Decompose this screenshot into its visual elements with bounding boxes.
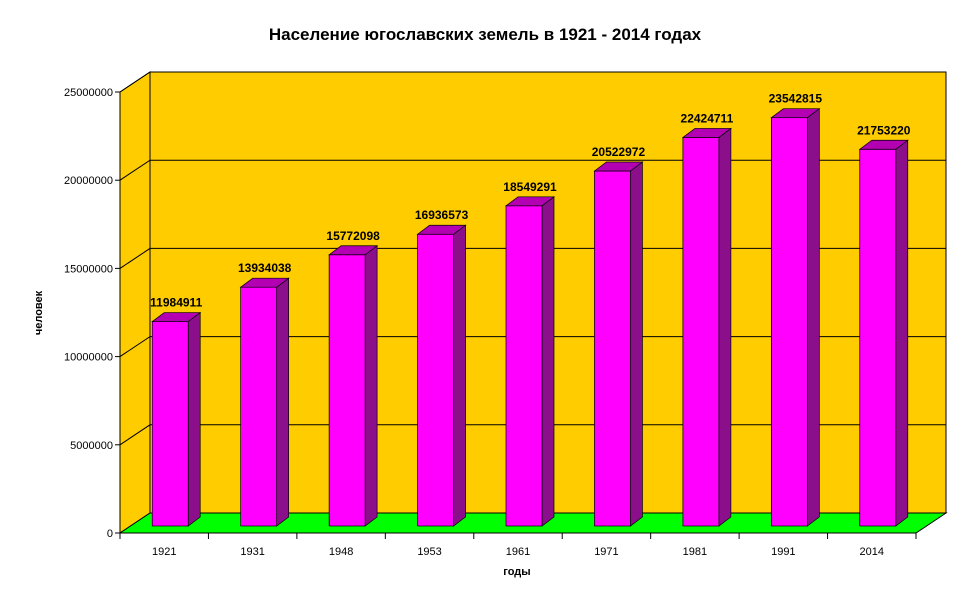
bar-front xyxy=(417,233,454,527)
bar-1981 xyxy=(681,127,732,527)
data-label-1953: 16936573 xyxy=(415,208,469,222)
x-tick-label: 1921 xyxy=(152,546,176,558)
data-label-1948: 15772098 xyxy=(326,229,380,243)
bar-side xyxy=(276,277,290,527)
x-tick-label: 2014 xyxy=(860,546,884,558)
bar-1948 xyxy=(328,245,379,527)
bar-top xyxy=(593,161,644,172)
chart-title: Население югославских земель в 1921 - 20… xyxy=(269,25,702,44)
bar-top xyxy=(858,139,909,150)
x-tick-label: 1948 xyxy=(329,546,353,558)
x-tick-labels: 1921 1931 1948 1953 1961 1971 1981 1991 2014 xyxy=(119,533,917,558)
data-label-1921: 11984911 xyxy=(150,296,202,310)
bar-1921 xyxy=(151,311,202,527)
gridlines xyxy=(119,71,946,446)
y-tick-label: 25000000 xyxy=(64,87,113,99)
bar-side xyxy=(453,224,466,527)
data-label-2014: 21753220 xyxy=(857,123,911,137)
data-labels: 11984911 13934038 15772098 16936573 18549291… xyxy=(150,92,911,310)
bar-front xyxy=(682,137,720,527)
data-label-1991: 23542815 xyxy=(769,92,823,106)
data-label-1961: 18549291 xyxy=(503,180,557,194)
gridline-15000000 xyxy=(119,247,946,269)
x-tick-label: 1961 xyxy=(506,546,530,558)
bar-front xyxy=(859,148,897,527)
x-axis-label: годы xyxy=(503,566,530,578)
axes xyxy=(119,92,916,534)
bar-1953 xyxy=(416,224,467,527)
x-tick-label: 1971 xyxy=(594,546,618,558)
bar-1931 xyxy=(239,277,290,527)
bar-top xyxy=(328,245,379,256)
bar-side xyxy=(718,127,732,527)
y-tick-label: 20000000 xyxy=(64,175,113,187)
bar-side xyxy=(806,108,820,527)
y-tick-label: 0 xyxy=(107,528,113,540)
bar-side xyxy=(895,139,909,527)
gridline-20000000 xyxy=(119,159,946,181)
bar-top xyxy=(681,128,732,138)
y-tick-labels: 0 5000000 10000000 15000000 20000000 25000000 xyxy=(64,87,120,540)
bar-top xyxy=(770,108,821,119)
x-tick-label: 1991 xyxy=(771,546,795,558)
data-label-1931: 13934038 xyxy=(238,261,292,275)
side-wall xyxy=(119,71,151,534)
y-tick-label: 10000000 xyxy=(64,352,113,364)
bar-top xyxy=(416,224,467,235)
bars xyxy=(151,108,909,527)
bar-side xyxy=(187,311,201,527)
x-tick-label: 1953 xyxy=(417,546,441,558)
bar-2014 xyxy=(858,139,909,527)
bar-top xyxy=(504,196,556,207)
bar-side xyxy=(630,161,643,527)
gridline-25000000 xyxy=(119,71,946,93)
bar-side xyxy=(541,196,555,527)
bar-top xyxy=(151,312,202,322)
data-label-1981: 22424711 xyxy=(681,111,734,125)
data-label-1971: 20522972 xyxy=(592,145,646,159)
bar-front xyxy=(151,321,189,527)
gridline-10000000 xyxy=(119,336,946,358)
bar-front xyxy=(770,117,808,527)
y-axis-label: человек xyxy=(33,290,45,335)
bar-top xyxy=(239,277,290,288)
bar-side xyxy=(364,245,378,527)
x-tick-label: 1931 xyxy=(240,546,264,558)
bar-front xyxy=(328,254,366,527)
y-tick-label: 15000000 xyxy=(64,263,113,275)
bar-front xyxy=(240,286,278,527)
bar-1961 xyxy=(504,196,556,527)
gridline-5000000 xyxy=(119,424,946,446)
x-tick-label: 1981 xyxy=(683,546,707,558)
bar-front xyxy=(505,205,543,527)
y-tick-label: 5000000 xyxy=(70,440,113,452)
bar-1991 xyxy=(770,108,821,527)
bar-front xyxy=(594,170,631,527)
bar-1971 xyxy=(593,161,644,527)
